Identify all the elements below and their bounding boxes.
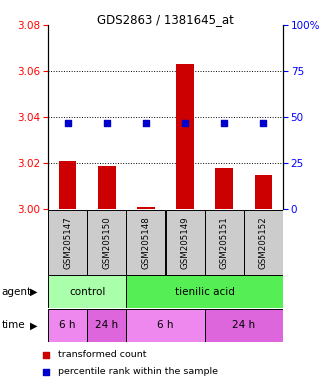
Bar bbox=[215, 168, 233, 209]
Bar bbox=[166, 210, 205, 275]
Text: agent: agent bbox=[2, 286, 32, 297]
Bar bbox=[126, 210, 166, 275]
Text: control: control bbox=[69, 286, 105, 297]
Bar bbox=[126, 275, 283, 308]
Bar bbox=[87, 309, 126, 342]
Point bbox=[143, 119, 149, 126]
Text: ▶: ▶ bbox=[30, 286, 38, 297]
Text: transformed count: transformed count bbox=[58, 350, 147, 359]
Bar bbox=[87, 210, 126, 275]
Point bbox=[44, 369, 49, 375]
Text: 24 h: 24 h bbox=[95, 320, 118, 331]
Bar bbox=[48, 309, 87, 342]
Bar bbox=[126, 309, 205, 342]
Point bbox=[104, 119, 109, 126]
Text: ▶: ▶ bbox=[30, 320, 38, 331]
Text: time: time bbox=[2, 320, 25, 331]
Text: GSM205148: GSM205148 bbox=[141, 216, 150, 269]
Bar bbox=[176, 64, 194, 209]
Text: GSM205151: GSM205151 bbox=[220, 216, 229, 269]
Text: GDS2863 / 1381645_at: GDS2863 / 1381645_at bbox=[97, 13, 234, 26]
Bar bbox=[59, 161, 76, 209]
Text: GSM205152: GSM205152 bbox=[259, 216, 268, 269]
Bar bbox=[205, 309, 283, 342]
Text: GSM205149: GSM205149 bbox=[181, 216, 190, 269]
Bar bbox=[48, 275, 126, 308]
Point bbox=[65, 119, 70, 126]
Bar bbox=[255, 175, 272, 209]
Point bbox=[182, 119, 188, 126]
Bar bbox=[137, 207, 155, 209]
Bar bbox=[244, 210, 283, 275]
Point bbox=[261, 119, 266, 126]
Bar bbox=[205, 210, 244, 275]
Point bbox=[222, 119, 227, 126]
Text: 6 h: 6 h bbox=[157, 320, 174, 331]
Text: 6 h: 6 h bbox=[59, 320, 76, 331]
Text: percentile rank within the sample: percentile rank within the sample bbox=[58, 367, 218, 376]
Text: GSM205150: GSM205150 bbox=[102, 216, 111, 269]
Bar bbox=[48, 210, 87, 275]
Bar bbox=[98, 166, 116, 209]
Text: GSM205147: GSM205147 bbox=[63, 216, 72, 269]
Text: tienilic acid: tienilic acid bbox=[175, 286, 235, 297]
Text: 24 h: 24 h bbox=[232, 320, 256, 331]
Point bbox=[44, 352, 49, 358]
